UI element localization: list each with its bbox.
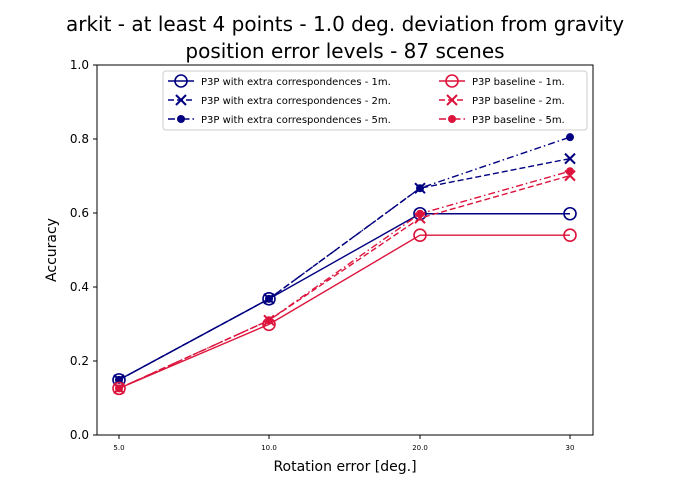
legend-marker-3 bbox=[177, 115, 185, 123]
series-6-line bbox=[118, 170, 571, 390]
plot-frame bbox=[96, 64, 594, 436]
legend: P3P with extra correspondences - 1m. P3P … bbox=[162, 70, 588, 131]
x-axis-label: Rotation error [deg.] bbox=[273, 459, 416, 475]
series-3-line bbox=[118, 136, 571, 381]
y-tick-label-6: 1.0 bbox=[70, 58, 89, 72]
series-6-point-2 bbox=[265, 316, 273, 325]
series-3-point-2 bbox=[265, 294, 273, 303]
series-4-point-3 bbox=[413, 228, 427, 242]
plot-area bbox=[112, 133, 577, 396]
legend-marker-5 bbox=[446, 94, 458, 106]
series-6-point-3 bbox=[416, 209, 424, 218]
y-tick-label-3: 0.4 bbox=[70, 280, 89, 294]
legend-label-5: P3P baseline - 2m. bbox=[472, 96, 565, 107]
legend-marker-2-stroke-b bbox=[175, 94, 187, 106]
series-6-point-1 bbox=[115, 384, 123, 393]
x-axis: 5.0 10.0 20.0 30 bbox=[113, 435, 574, 452]
legend-marker-4 bbox=[445, 74, 459, 88]
legend-label-3: P3P with extra correspondences - 5m. bbox=[201, 115, 391, 126]
legend-marker-5-stroke-b bbox=[446, 94, 458, 106]
series-1-point-3 bbox=[413, 206, 427, 221]
y-axis-label: Accuracy bbox=[44, 218, 60, 282]
series-4-point-1 bbox=[112, 381, 126, 396]
y-tick-label-5: 0.8 bbox=[70, 132, 89, 146]
legend-label-6: P3P baseline - 5m. bbox=[472, 115, 565, 126]
legend-box bbox=[162, 70, 588, 131]
series-1-line bbox=[118, 213, 570, 381]
series-4-point-4 bbox=[563, 228, 577, 242]
legend-label-4: P3P baseline - 1m. bbox=[472, 77, 565, 88]
series-4-line bbox=[118, 234, 570, 390]
legend-marker-2 bbox=[175, 94, 187, 106]
legend-label-1: P3P with extra correspondences - 1m. bbox=[201, 77, 391, 88]
series-2-point-4 bbox=[564, 152, 576, 165]
series-3-point-1 bbox=[115, 375, 123, 384]
chart-title-line1: arkit - at least 4 points - 1.0 deg. dev… bbox=[66, 12, 624, 36]
y-axis: 0.0 0.2 0.4 0.6 0.8 1.0 bbox=[70, 58, 97, 442]
x-tick-label-3: 20.0 bbox=[412, 444, 428, 452]
chart-title-line2: position error levels - 87 scenes bbox=[185, 39, 504, 63]
x-tick-label-1: 5.0 bbox=[113, 444, 124, 452]
x-tick-label-2: 10.0 bbox=[261, 444, 277, 452]
series-1-point-4 bbox=[563, 206, 577, 221]
series-2-point-4-stroke-b bbox=[564, 152, 576, 165]
legend-marker-1 bbox=[174, 74, 188, 88]
x-tick-label-4: 30 bbox=[566, 444, 575, 452]
y-tick-label-2: 0.2 bbox=[70, 354, 89, 368]
series-3-point-3 bbox=[416, 184, 424, 193]
y-tick-label-1: 0.0 bbox=[70, 428, 89, 442]
legend-marker-6 bbox=[448, 115, 456, 123]
series-5-line bbox=[118, 174, 571, 390]
y-tick-label-4: 0.6 bbox=[70, 206, 89, 220]
series-6-point-4 bbox=[566, 167, 574, 176]
legend-label-2: P3P with extra correspondences - 2m. bbox=[201, 96, 391, 107]
series-3-point-4 bbox=[566, 133, 574, 142]
series-1-point-2 bbox=[262, 292, 276, 306]
